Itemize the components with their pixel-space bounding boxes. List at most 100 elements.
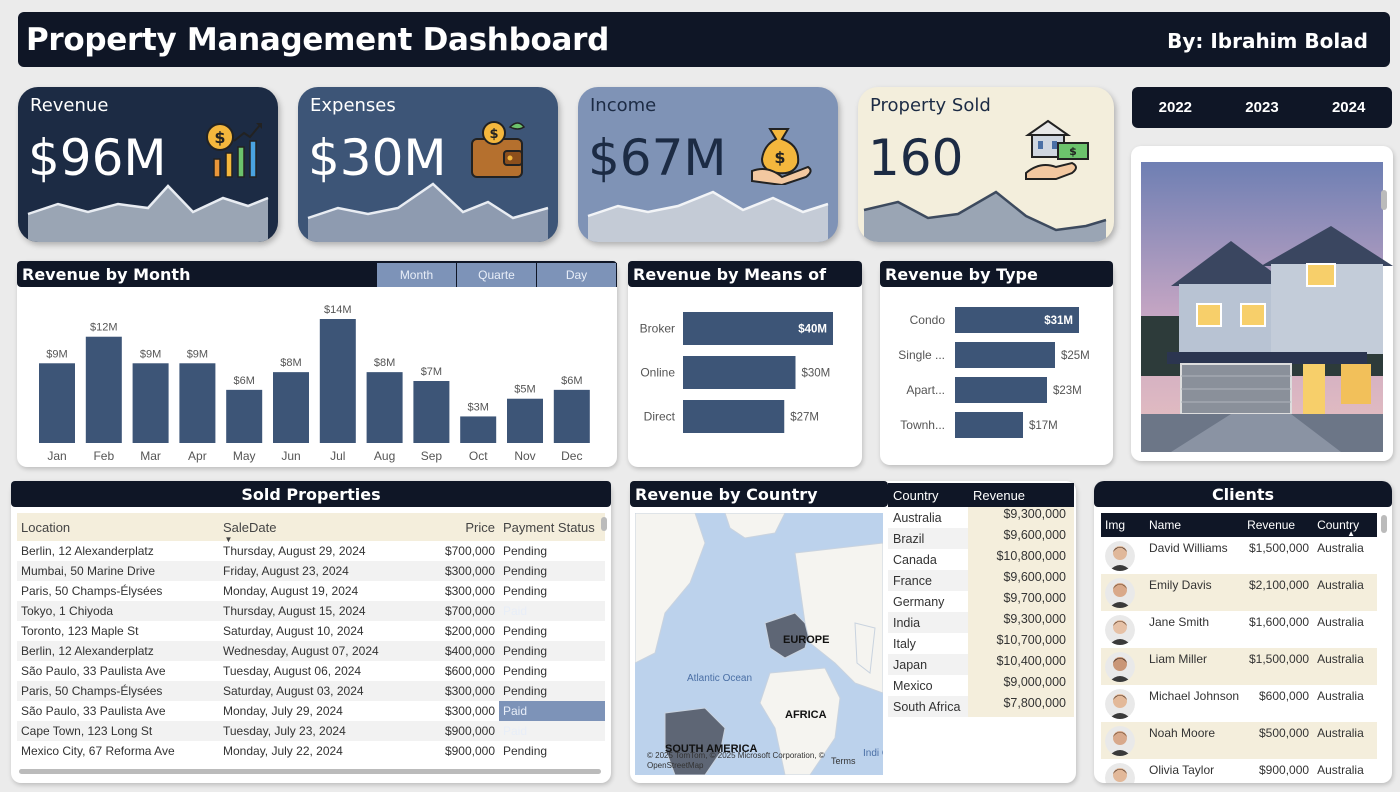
sold-properties-table: Location SaleDate▼ Price Payment Status … xyxy=(17,513,605,761)
price-cell: $900,000 xyxy=(409,721,499,741)
column-header-img[interactable]: Img xyxy=(1101,513,1145,537)
category-label: Condo xyxy=(910,313,946,327)
map-credit: © 2025 TomTom, © 2025 Microsoft Corporat… xyxy=(647,751,825,770)
column-header-saledate[interactable]: SaleDate▼ xyxy=(219,513,409,544)
table-row[interactable]: France $9,600,000 xyxy=(888,570,1074,591)
data-label: $40M xyxy=(798,324,827,336)
revenue-by-month-chart: $9M Jan $12M Feb $9M Mar $9M Apr $6M May $8M Jun $14… xyxy=(39,304,590,463)
bar-dec[interactable] xyxy=(553,389,590,443)
saledate-cell: Monday, August 19, 2024 xyxy=(223,584,359,598)
country-cell: Mexico xyxy=(893,678,933,693)
bar-1[interactable] xyxy=(955,342,1055,368)
column-header-country[interactable]: Country xyxy=(888,483,968,507)
table-row[interactable]: São Paulo, 33 Paulista Ave Tuesday, Augus… xyxy=(17,661,605,681)
table-row[interactable]: Italy $10,700,000 xyxy=(888,633,1074,654)
panel-title: Revenue by Type xyxy=(880,261,1113,287)
table-scrollbar[interactable] xyxy=(601,517,607,531)
table-row[interactable]: Berlin, 12 Alexanderplatz Thursday, Augus… xyxy=(17,541,605,561)
clients-table: Img Name Revenue Country ▲ David Williams… xyxy=(1101,513,1377,783)
world-map[interactable]: EUROPE AFRICA SOUTH AMERICA Atlantic Oce… xyxy=(635,513,883,775)
table-row[interactable]: Mumbai, 50 Marine Drive Friday, August 23… xyxy=(17,561,605,581)
table-row[interactable]: Paris, 50 Champs-Élysées Monday, August 1… xyxy=(17,581,605,601)
category-label: Apart... xyxy=(906,383,945,397)
table-row[interactable]: Liam Miller $1,500,000 Australia xyxy=(1101,648,1377,685)
table-row[interactable]: Canada $10,800,000 xyxy=(888,549,1074,570)
image-scrollbar[interactable] xyxy=(1381,190,1387,210)
map-terms-link[interactable]: Terms xyxy=(831,756,856,766)
year-button-2022[interactable]: 2022 xyxy=(1158,99,1193,116)
table-row[interactable]: Toronto, 123 Maple St Saturday, August 10… xyxy=(17,621,605,641)
bar-oct[interactable] xyxy=(460,416,497,443)
table-horizontal-scrollbar[interactable] xyxy=(19,769,601,774)
bar-sep[interactable] xyxy=(413,381,450,443)
table-row[interactable]: David Williams $1,500,000 Australia xyxy=(1101,537,1377,574)
revenue-cell: $9,300,000 xyxy=(968,507,1074,528)
expenses-sparkline xyxy=(307,182,549,242)
bar-2[interactable] xyxy=(683,400,785,433)
panel-title: Sold Properties xyxy=(11,481,611,507)
tick-label: Jul xyxy=(330,449,345,463)
data-label: $6M xyxy=(561,375,582,387)
table-row[interactable]: Berlin, 12 Alexanderplatz Wednesday, Augu… xyxy=(17,641,605,661)
price-cell: $300,000 xyxy=(444,704,495,718)
bar-may[interactable] xyxy=(226,389,263,443)
year-button-2024[interactable]: 2024 xyxy=(1331,99,1366,116)
table-row[interactable]: Germany $9,700,000 xyxy=(888,591,1074,612)
column-header-payment-status[interactable]: Payment Status xyxy=(499,513,605,541)
table-row[interactable]: Jane Smith $1,600,000 Australia xyxy=(1101,611,1377,648)
bar-nov[interactable] xyxy=(507,398,543,443)
clients-scrollbar[interactable] xyxy=(1381,515,1387,533)
bar-jul[interactable] xyxy=(319,319,356,443)
table-row[interactable]: Brazil $9,600,000 xyxy=(888,528,1074,549)
table-row[interactable]: Olivia Taylor $900,000 Australia xyxy=(1101,759,1377,783)
bar-aug[interactable] xyxy=(366,372,403,443)
table-row[interactable]: Cape Town, 123 Long St Tuesday, July 23, … xyxy=(17,721,605,741)
data-label: $5M xyxy=(514,384,535,396)
table-row[interactable]: South Africa $7,800,000 xyxy=(888,696,1074,717)
table-row[interactable]: Noah Moore $500,000 Australia xyxy=(1101,722,1377,759)
bar-2[interactable] xyxy=(955,377,1047,403)
table-row[interactable]: São Paulo, 33 Paulista Ave Monday, July 2… xyxy=(17,701,605,721)
bar-apr[interactable] xyxy=(179,363,216,443)
table-row[interactable]: Paris, 50 Champs-Élysées Saturday, August… xyxy=(17,681,605,701)
bar-1[interactable] xyxy=(683,356,796,389)
column-header-revenue[interactable]: Revenue xyxy=(1243,513,1314,537)
bar-jun[interactable] xyxy=(273,372,309,443)
table-row[interactable]: Australia $9,300,000 xyxy=(888,507,1074,528)
table-row[interactable]: India $9,300,000 xyxy=(888,612,1074,633)
table-row[interactable]: Japan $10,400,000 xyxy=(888,654,1074,675)
column-header-name[interactable]: Name xyxy=(1145,513,1244,537)
table-row[interactable]: Mexico City, 67 Reforma Ave Monday, July … xyxy=(17,741,605,761)
column-header-country[interactable]: Country ▲ xyxy=(1313,513,1377,538)
revenue-cell: $500,000 xyxy=(1243,722,1314,759)
column-header-revenue[interactable]: Revenue xyxy=(968,483,1074,507)
bar-mar[interactable] xyxy=(132,363,169,443)
img-cell xyxy=(1101,574,1145,611)
img-cell xyxy=(1101,537,1145,574)
year-button-2023[interactable]: 2023 xyxy=(1245,99,1279,116)
column-header-location[interactable]: Location xyxy=(17,513,219,541)
map-label-africa: AFRICA xyxy=(785,709,827,721)
country-cell: Germany xyxy=(893,594,945,609)
tab-day[interactable]: Day xyxy=(537,263,617,287)
table-row[interactable]: Emily Davis $2,100,000 Australia xyxy=(1101,574,1377,611)
category-label: Single ... xyxy=(898,348,945,362)
name-cell: Jane Smith xyxy=(1149,615,1210,629)
map-label-europe: EUROPE xyxy=(783,634,829,646)
column-header-price[interactable]: Price xyxy=(409,513,499,541)
tick-label: Jan xyxy=(47,449,66,463)
data-label: $9M xyxy=(140,348,161,360)
column-label: SaleDate xyxy=(223,519,277,535)
data-label: $17M xyxy=(1029,420,1058,432)
bar-0[interactable] xyxy=(955,307,1079,333)
tab-month[interactable]: Month xyxy=(377,263,457,287)
location-cell: Mexico City, 67 Reforma Ave xyxy=(21,744,175,758)
table-row[interactable]: Michael Johnson $600,000 Australia xyxy=(1101,685,1377,722)
table-row[interactable]: Tokyo, 1 Chiyoda Thursday, August 15, 202… xyxy=(17,601,605,621)
table-row[interactable]: Mexico $9,000,000 xyxy=(888,675,1074,696)
bar-3[interactable] xyxy=(955,412,1023,438)
bar-0[interactable] xyxy=(683,312,833,345)
tab-quarter[interactable]: Quarte xyxy=(457,263,537,287)
bar-feb[interactable] xyxy=(85,336,122,443)
bar-jan[interactable] xyxy=(39,363,75,443)
